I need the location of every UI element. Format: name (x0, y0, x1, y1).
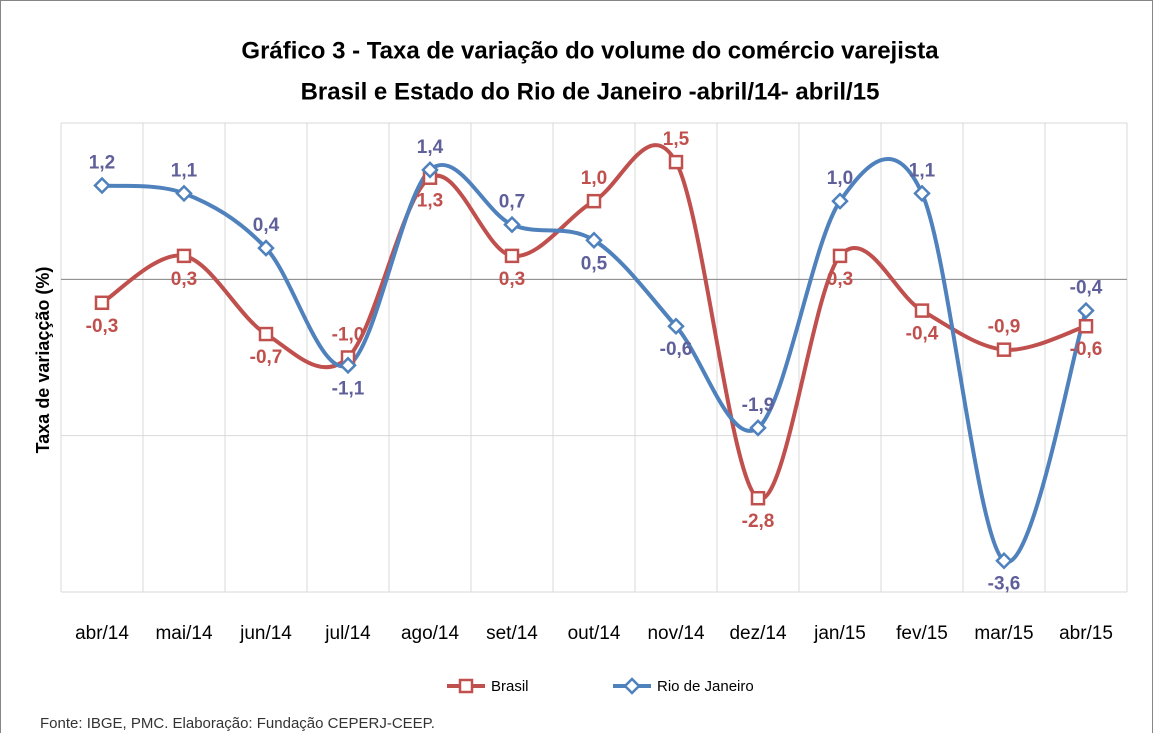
chart-title: Gráfico 3 - Taxa de variação do volume d… (241, 37, 939, 64)
x-tick-label: out/14 (568, 623, 621, 644)
series-line (101, 157, 1088, 564)
marker (995, 551, 1013, 570)
data-label: 1,4 (417, 137, 444, 158)
x-tick-label: set/14 (486, 623, 538, 644)
x-tick-label: jun/14 (239, 623, 292, 644)
x-tick-label: jan/15 (813, 623, 866, 644)
data-label: -3,6 (988, 574, 1021, 595)
data-label: 0,5 (581, 253, 608, 274)
marker (175, 184, 193, 203)
marker (339, 356, 357, 375)
marker (996, 342, 1012, 357)
data-label: -1,9 (742, 395, 775, 416)
x-tick-label: dez/14 (729, 623, 786, 644)
marker (503, 215, 521, 234)
marker (504, 248, 520, 264)
data-label: 0,4 (253, 215, 280, 236)
source-note: Fonte: IBGE, PMC. Elaboração: Fundação C… (40, 715, 435, 732)
data-label: -0,6 (660, 339, 693, 360)
marker (585, 231, 603, 250)
marker (93, 176, 111, 195)
data-label: 0,3 (171, 269, 197, 290)
x-tick-label: fev/15 (896, 623, 948, 644)
data-label: 1,5 (663, 129, 690, 150)
marker (623, 677, 641, 695)
marker (832, 248, 848, 264)
data-label: 0,3 (499, 269, 525, 290)
marker (94, 295, 110, 311)
marker (176, 248, 192, 264)
data-label: -0,3 (86, 316, 119, 337)
data-label: -0,4 (906, 324, 939, 345)
data-label: 1,2 (89, 153, 115, 174)
x-tick-label: ago/14 (401, 623, 460, 644)
x-tick-label: nov/14 (647, 623, 704, 644)
data-label: 1,0 (581, 168, 607, 189)
marker (913, 184, 931, 203)
data-label: 1,0 (827, 168, 853, 189)
data-label: -0,7 (250, 347, 283, 368)
x-tick-label: abr/15 (1059, 623, 1113, 644)
marker (258, 326, 274, 342)
legend-label: Rio de Janeiro (657, 678, 754, 695)
x-tick-label: jul/14 (324, 623, 371, 644)
chart-subtitle: Brasil e Estado do Rio de Janeiro -abril… (301, 78, 880, 105)
marker (668, 154, 684, 170)
x-tick-label: mar/15 (974, 623, 1033, 644)
marker (1077, 301, 1095, 320)
marker (750, 490, 766, 506)
data-label: 1,3 (417, 191, 443, 212)
data-label: -0,6 (1070, 339, 1103, 360)
x-tick-label: mai/14 (155, 623, 212, 644)
data-label: 0,3 (827, 269, 853, 290)
y-axis-label: Taxa de variaçção (%) (33, 267, 53, 454)
marker (914, 303, 930, 318)
data-label: -0,9 (988, 317, 1021, 338)
data-label: -0,4 (1070, 278, 1103, 299)
data-label: 1,1 (171, 160, 198, 181)
marker (257, 239, 275, 257)
marker (749, 419, 767, 437)
marker (1078, 318, 1094, 334)
data-label: 0,7 (499, 192, 525, 213)
data-label: -2,8 (742, 511, 775, 532)
marker (667, 317, 685, 336)
marker (831, 192, 849, 210)
series-line (100, 143, 1087, 501)
data-label: 1,1 (909, 160, 936, 181)
data-label: -1,1 (332, 378, 365, 399)
marker (586, 193, 602, 209)
marker (458, 678, 474, 694)
data-label: -1,0 (332, 325, 365, 346)
marker (421, 161, 439, 179)
x-tick-label: abr/14 (75, 623, 129, 644)
legend-label: Brasil (491, 678, 529, 695)
